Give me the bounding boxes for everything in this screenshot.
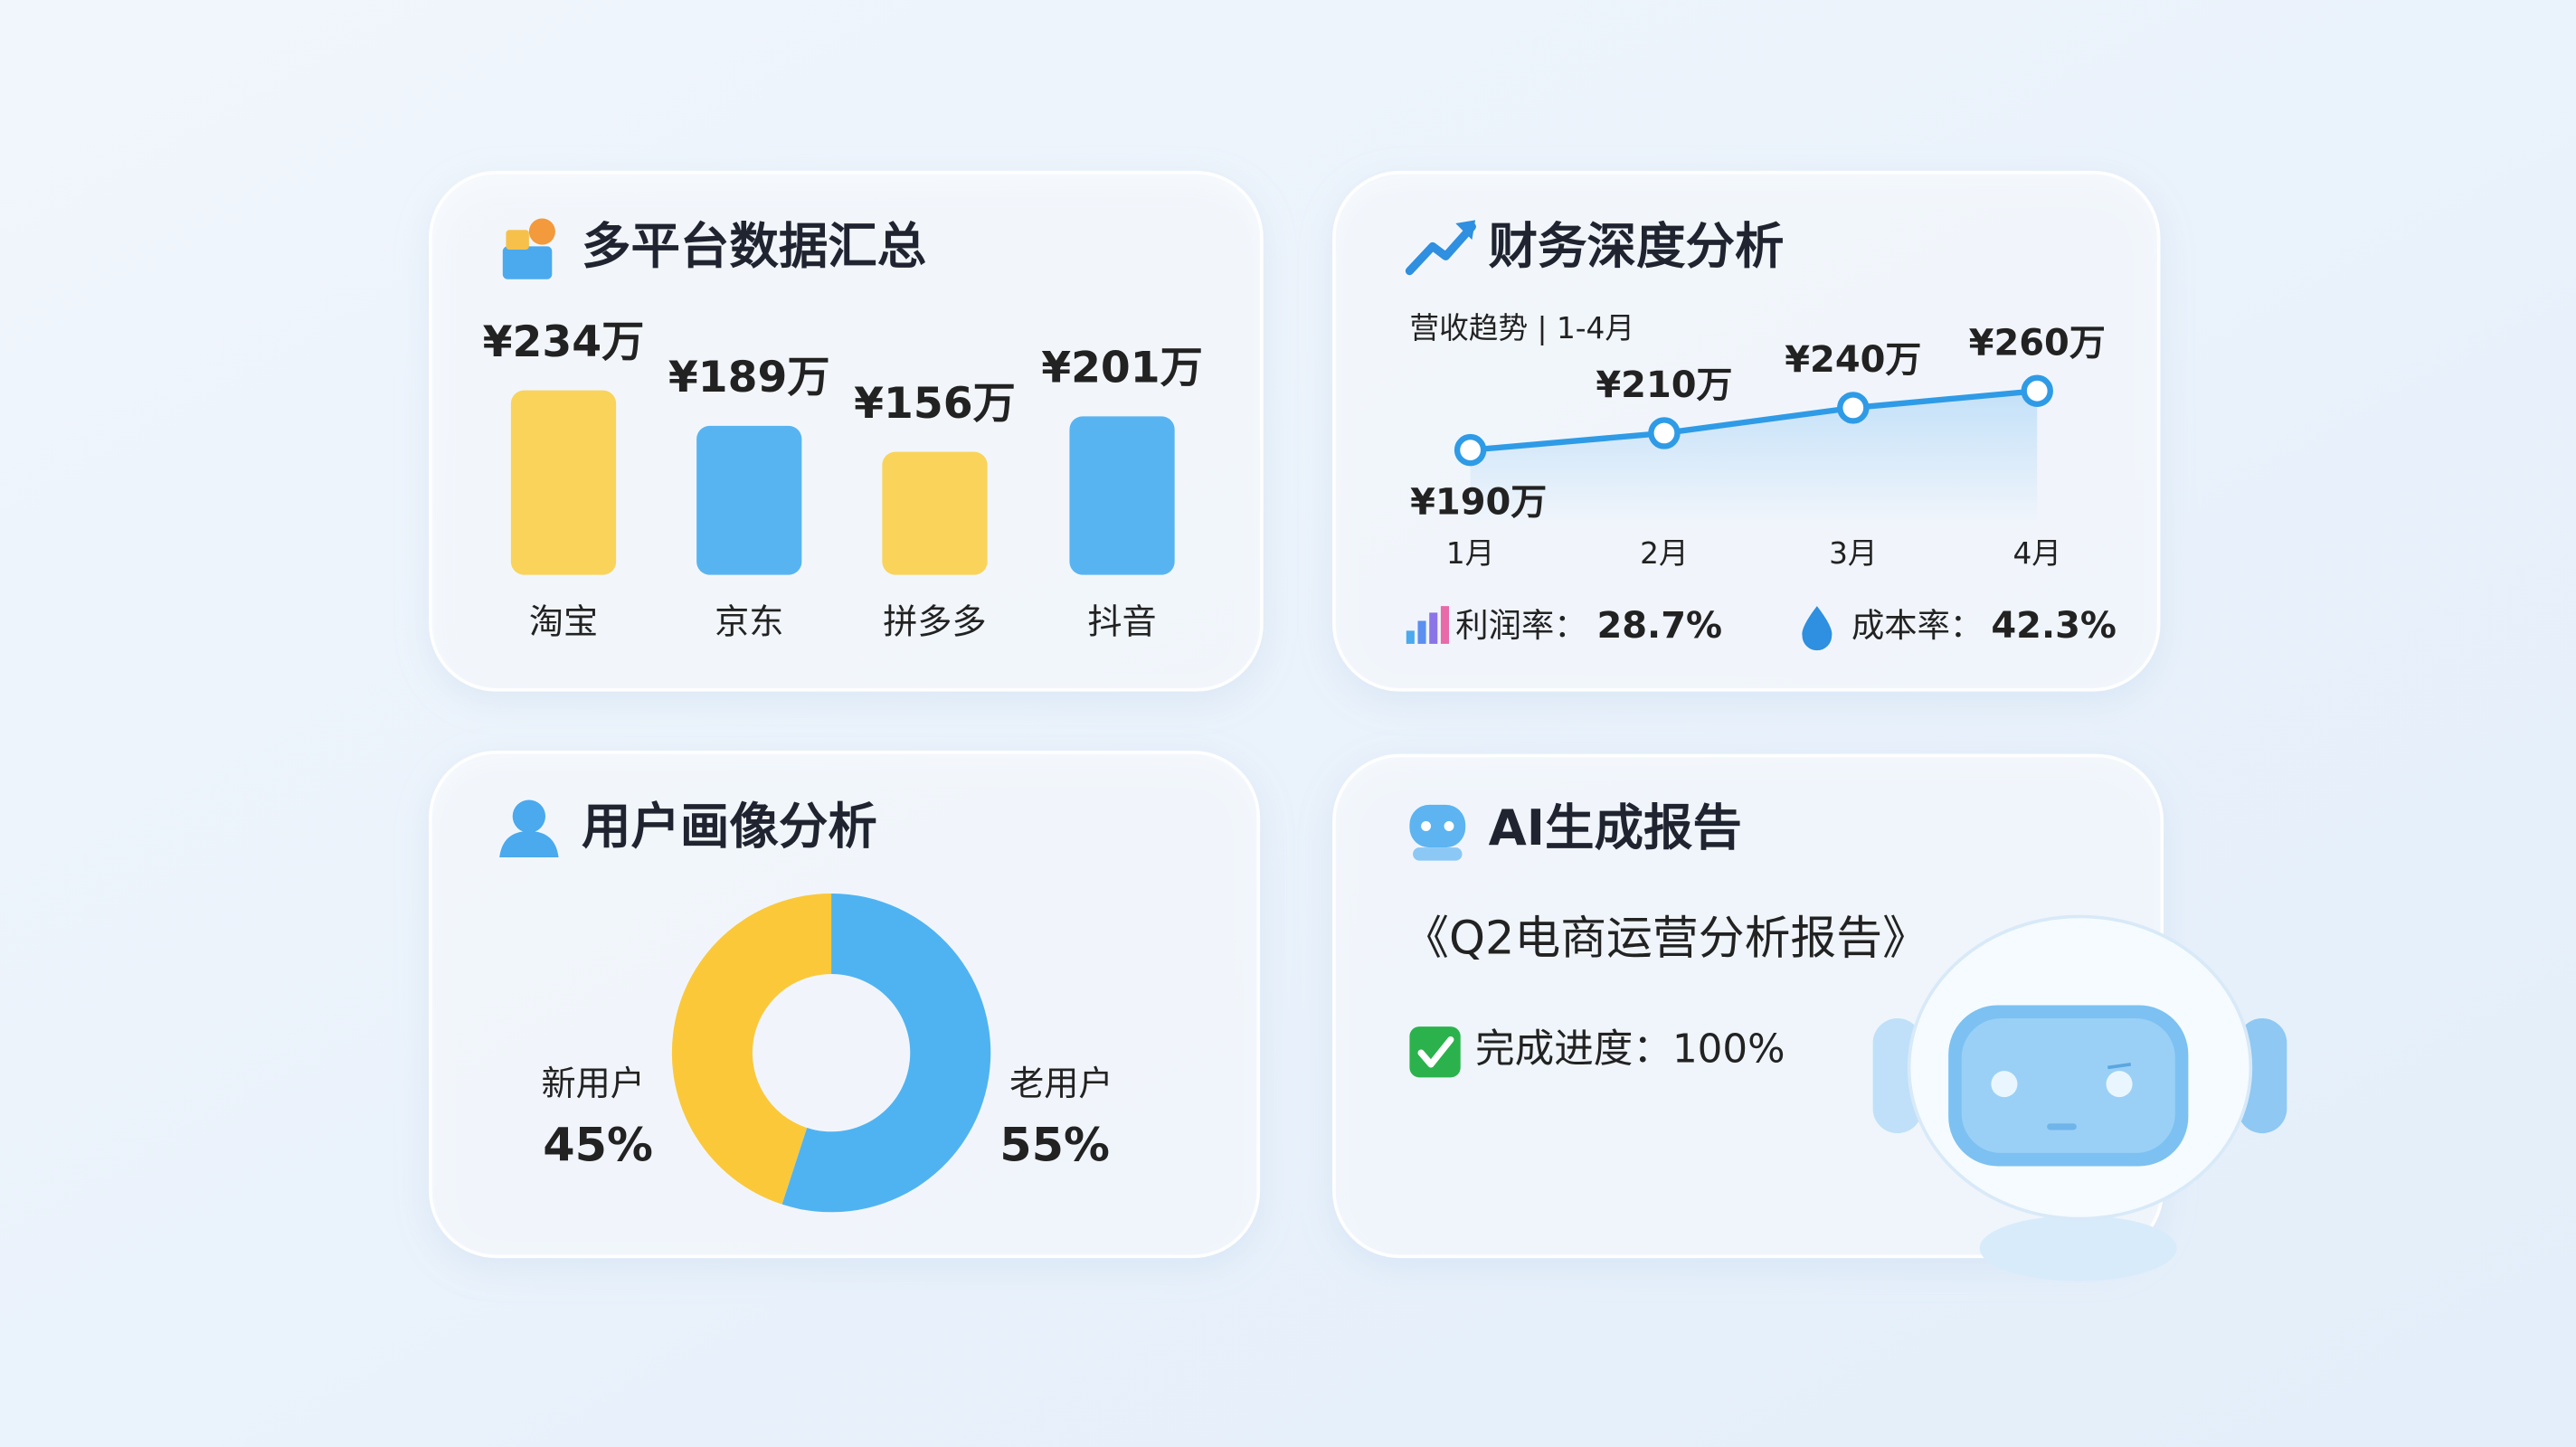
point (1648, 417, 1681, 449)
icon-drop (1802, 606, 1833, 651)
value-label: 45% (543, 1118, 653, 1171)
icon-check (1409, 1026, 1461, 1078)
value-label: ¥210万 (1596, 364, 1732, 406)
category-label: 京东 (715, 602, 783, 642)
value-label: ¥240万 (1785, 339, 1921, 381)
card-title: 财务深度分析 (1489, 217, 1785, 275)
value-label: 55% (999, 1118, 1110, 1171)
chart-subtitle: 营收趋势 | 1-4月 (1409, 311, 1634, 345)
point (1454, 433, 1487, 467)
bar (510, 390, 617, 575)
metric-label: 利润率： (1455, 606, 1586, 645)
card (429, 750, 1261, 1259)
card-title: 多平台数据汇总 (582, 217, 926, 275)
value-label: ¥189万 (668, 353, 830, 402)
card-title: 用户画像分析 (582, 797, 877, 855)
icon-trend (1405, 220, 1476, 276)
metric-value: 28.7% (1596, 605, 1722, 647)
category-label: 4月 (2013, 536, 2061, 571)
value-label: ¥260万 (1969, 322, 2106, 364)
bar (882, 451, 988, 575)
category-label: 3月 (1829, 536, 1877, 571)
card (429, 170, 1264, 692)
report-progress: 完成进度：100% (1475, 1026, 1785, 1072)
category-label: 1月 (1446, 536, 1494, 571)
point (1837, 392, 1870, 424)
line (1470, 388, 2038, 453)
value-label: ¥234万 (483, 317, 645, 367)
category-label: 2月 (1640, 536, 1688, 571)
donut-segment (781, 893, 991, 1213)
icon-platform (502, 218, 555, 279)
report-name: 《Q2电商运营分析报告》 (1403, 912, 1928, 965)
icon-user (499, 799, 559, 858)
category-label: 抖音 (1087, 602, 1156, 642)
legend-label: 新用户 (541, 1064, 644, 1103)
category-label: 淘宝 (529, 602, 598, 642)
bar (1069, 416, 1175, 575)
bar (696, 425, 802, 575)
metric-label: 成本率： (1852, 606, 1983, 645)
robot (1872, 914, 2287, 1281)
area (1470, 391, 2038, 526)
metric-value: 42.3% (1991, 605, 2117, 647)
donut-segment (671, 893, 832, 1205)
card-title: AI生成报告 (1489, 799, 1742, 856)
value-label: ¥201万 (1041, 344, 1203, 393)
icon-bars (1406, 606, 1449, 644)
category-label: 拼多多 (883, 602, 986, 642)
point (2021, 374, 2053, 407)
value-label: ¥190万 (1410, 482, 1547, 524)
legend-label: 老用户 (1009, 1064, 1113, 1103)
icon-robot (1409, 804, 1466, 861)
value-label: ¥156万 (854, 379, 1016, 429)
